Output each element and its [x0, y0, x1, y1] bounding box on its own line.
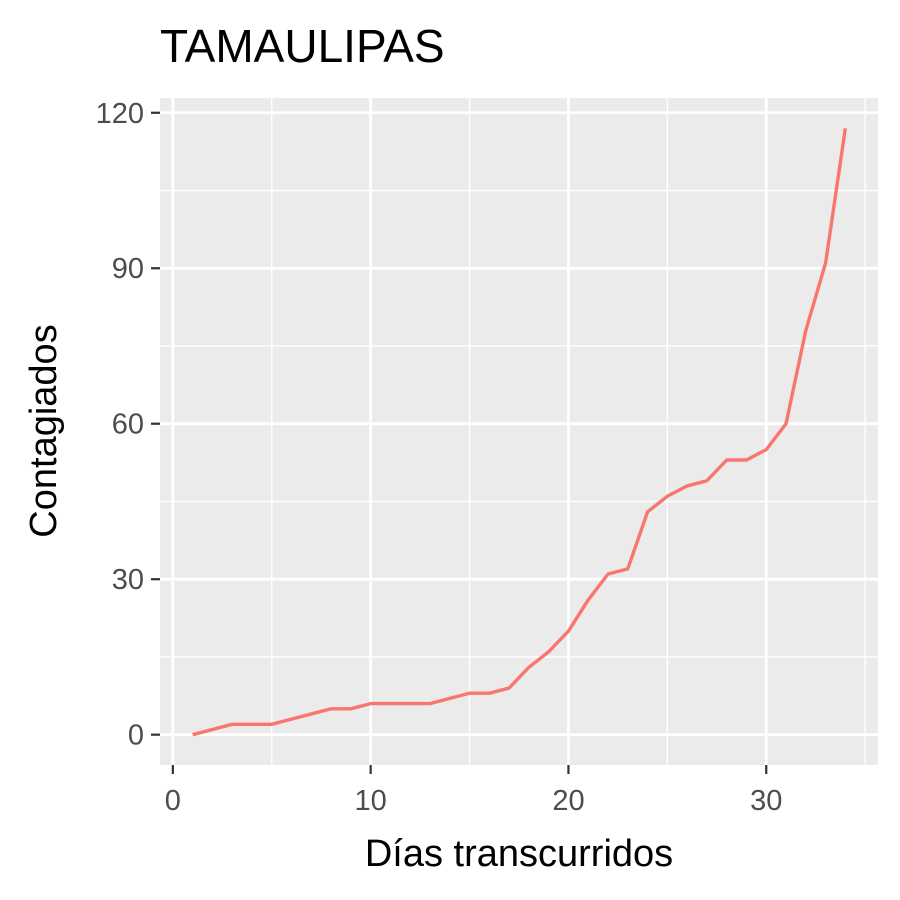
chart-title: TAMAULIPAS	[160, 20, 445, 72]
y-tick-label: 0	[128, 720, 144, 752]
x-tick-label: 20	[552, 785, 584, 817]
plot-panel	[160, 98, 878, 765]
minor-gridlines	[160, 98, 878, 765]
y-axis-title: Contagiados	[23, 324, 65, 537]
major-gridlines	[160, 98, 878, 765]
x-axis-title: Días transcurridos	[365, 833, 673, 875]
series-layer	[192, 128, 848, 737]
series-line-0	[192, 128, 848, 737]
y-tick-label: 90	[112, 253, 144, 285]
y-tick-label: 30	[112, 564, 144, 596]
x-axis: 0 10 20 30	[165, 765, 782, 817]
y-tick-label: 60	[112, 409, 144, 441]
y-tick-label: 120	[96, 98, 144, 130]
x-tick-label: 10	[355, 785, 387, 817]
y-axis: 0 30 60 90 120	[96, 98, 160, 752]
x-tick-label: 0	[165, 785, 181, 817]
x-tick-label: 30	[750, 785, 782, 817]
